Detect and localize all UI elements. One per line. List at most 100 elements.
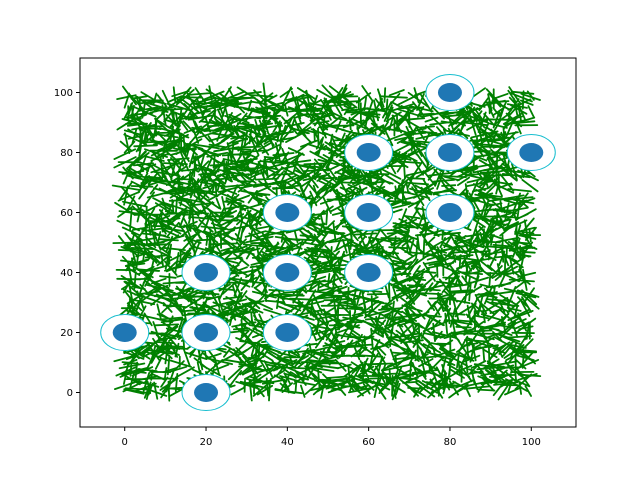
segment [423,240,434,251]
segment [223,96,238,108]
segment [116,118,136,131]
segment [214,120,238,131]
segment [242,123,261,132]
segment [182,306,188,325]
segment [503,199,522,206]
segment [153,381,159,400]
segment [287,147,305,156]
segment [398,334,423,342]
segment [391,202,411,209]
segment [175,86,192,104]
segment [476,295,484,316]
segment [344,186,368,200]
segment [116,94,137,100]
segment [471,187,489,193]
segment [126,167,142,179]
segment [446,350,474,361]
segment [181,311,207,317]
segment [392,235,397,256]
segment [267,137,285,143]
segment [361,362,367,380]
segment [312,324,322,339]
segment [526,90,535,101]
segment [406,176,418,191]
segment [395,284,412,301]
segment [380,369,392,385]
segment [113,148,137,161]
segment [329,176,348,193]
segment [428,368,447,383]
segment [276,356,297,369]
segment [304,319,318,328]
segment [203,211,212,232]
segment [149,221,156,244]
segment [163,367,168,380]
segment [491,330,503,342]
segment [181,289,200,299]
segment [314,205,334,220]
segment [345,332,360,341]
segment [411,369,439,374]
segment [245,211,262,226]
segment [353,232,378,236]
segment [201,105,209,118]
segment [143,370,155,384]
segment [248,133,260,147]
segment [316,383,331,393]
segment [400,145,417,156]
segment [412,332,423,348]
segment [180,166,200,181]
segment [199,363,222,377]
segment [134,382,157,392]
segment [249,212,266,223]
segment [176,325,181,339]
segment [400,232,418,241]
segment [161,303,172,314]
segment [335,321,361,329]
segment [312,128,320,141]
x-tick-label: 60 [362,437,375,448]
segment [408,363,423,372]
segment [390,235,408,246]
segment [208,229,212,250]
segment [199,172,206,189]
segment [415,164,438,179]
segment [218,312,246,316]
segment [288,173,310,188]
segment [208,175,238,182]
segment [408,254,430,270]
segment [236,150,245,162]
y-tick-label: 60 [60,208,73,219]
segment [189,292,193,305]
segment [239,340,258,344]
segment [312,160,328,178]
segment [506,318,527,328]
segment [343,164,360,180]
segment [480,380,499,386]
segment [121,226,141,237]
segment [331,343,342,357]
segment [405,125,413,140]
segment [266,292,284,298]
segment [388,89,405,97]
segment [370,328,385,338]
segment [463,380,490,388]
segment [394,222,411,232]
segment [136,95,157,113]
segment [514,358,527,370]
segment [294,380,298,394]
segment [414,196,424,209]
segment [341,322,361,337]
segment [303,248,319,256]
segment [159,316,184,321]
segment [419,251,444,259]
segment [126,309,149,318]
segment [210,300,236,308]
segment [477,388,496,392]
segment [144,179,169,183]
segment [464,259,479,278]
segment [414,353,429,362]
segment [444,318,473,326]
segment [405,290,422,307]
segment [292,250,312,256]
